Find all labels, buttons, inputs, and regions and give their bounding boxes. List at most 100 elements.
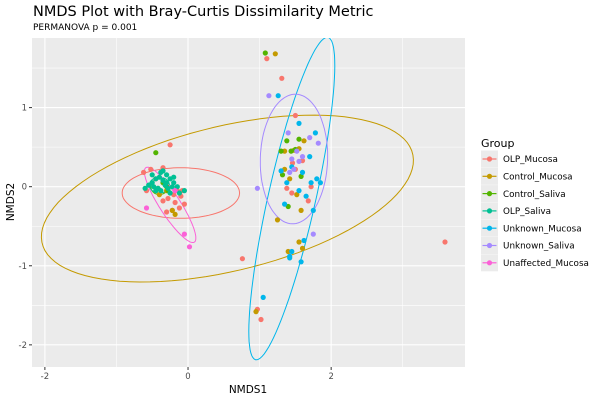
data-point	[291, 166, 297, 172]
y-tick-label: 0	[22, 183, 27, 193]
y-tick-label: -2	[19, 341, 27, 351]
ellipse-unknown-saliva	[259, 93, 329, 225]
legend-label: Control_Saliva	[503, 190, 566, 200]
data-point	[289, 248, 295, 255]
data-point	[310, 207, 316, 213]
ellipse-unaffected-mucosa	[143, 166, 197, 243]
data-point	[176, 205, 182, 211]
legend-label: Unknown_Saliva	[503, 242, 575, 252]
data-point	[274, 217, 281, 223]
data-point	[303, 193, 309, 199]
legend-item: Control_Saliva	[481, 185, 566, 203]
legend-item: OLP_Mucosa	[481, 150, 558, 168]
data-point	[294, 148, 300, 154]
legend-item: Unknown_Mucosa	[481, 219, 582, 237]
data-point	[172, 211, 178, 217]
data-point	[317, 180, 323, 186]
data-point	[186, 244, 193, 250]
x-tick-label: 2	[328, 372, 333, 382]
ellipse-control-mucosa	[40, 114, 414, 283]
data-point	[151, 184, 157, 190]
data-point	[305, 198, 311, 204]
data-point	[298, 173, 304, 179]
series-olp-saliva	[142, 168, 187, 196]
data-point	[310, 231, 316, 237]
data-point	[298, 207, 304, 213]
y-axis-ticks: -2 -1 0 1	[19, 104, 32, 351]
data-point	[289, 160, 296, 166]
x-tick-label: -2	[41, 372, 49, 382]
data-point	[275, 93, 281, 99]
plot-panel	[32, 38, 465, 367]
legend-point-icon	[486, 260, 493, 266]
data-point	[299, 245, 306, 251]
y-tick-label: -1	[19, 262, 27, 272]
legend-point-icon	[486, 173, 493, 179]
major-gridlines	[32, 38, 465, 367]
data-point	[167, 142, 173, 148]
chart-title: NMDS Plot with Bray-Curtis Dissimilarity…	[33, 4, 374, 20]
data-point	[142, 185, 148, 191]
data-point	[289, 156, 295, 162]
data-point	[296, 158, 302, 164]
data-points	[141, 50, 448, 323]
data-point	[284, 138, 290, 144]
data-point	[294, 192, 300, 198]
data-point	[239, 256, 245, 262]
legend-label: OLP_Saliva	[503, 207, 551, 217]
x-axis-ticks: -2 0 2	[41, 367, 334, 382]
data-point	[314, 176, 320, 182]
data-point	[278, 148, 284, 154]
data-point	[167, 190, 173, 196]
data-point	[164, 209, 170, 215]
data-point	[181, 201, 187, 207]
data-point	[282, 201, 288, 207]
data-point	[141, 169, 147, 175]
data-point	[158, 188, 164, 194]
chart-subtitle: PERMANOVA p = 0.001	[33, 23, 137, 33]
data-point	[296, 136, 302, 142]
data-point	[301, 138, 307, 144]
series-unknown-mucosa	[260, 93, 323, 300]
data-point	[442, 239, 448, 245]
data-point	[264, 56, 270, 62]
ellipse-olp-mucosa	[121, 167, 241, 219]
data-point	[285, 248, 291, 255]
data-point	[153, 150, 159, 156]
data-point	[253, 309, 259, 315]
data-point	[171, 174, 177, 180]
data-point	[169, 184, 175, 190]
data-point	[296, 188, 302, 194]
data-point	[262, 50, 268, 56]
data-point	[287, 253, 293, 259]
data-point	[172, 199, 178, 206]
legend-item: Unknown_Saliva	[481, 237, 575, 254]
legend-point-icon	[486, 156, 493, 162]
legend-label: Control_Mucosa	[503, 173, 573, 183]
data-point	[181, 231, 187, 237]
ellipse-unknown-mucosa	[248, 38, 336, 361]
data-point	[301, 237, 307, 244]
legend-item: Unaffected_Mucosa	[481, 254, 589, 272]
legend-point-icon	[486, 225, 493, 231]
data-point	[279, 75, 285, 81]
data-point	[153, 188, 159, 194]
data-point	[165, 185, 171, 191]
data-point	[299, 154, 306, 160]
data-point	[148, 166, 154, 172]
data-point	[285, 130, 291, 136]
data-point	[172, 188, 178, 194]
data-point	[292, 112, 298, 119]
x-tick-label: 0	[185, 372, 190, 382]
data-point	[143, 205, 150, 211]
data-point	[164, 172, 170, 178]
data-point	[308, 184, 314, 190]
data-point	[279, 172, 286, 178]
data-point	[266, 93, 272, 99]
data-point	[288, 148, 294, 154]
data-point	[299, 169, 306, 175]
data-point	[149, 172, 155, 178]
data-point	[254, 185, 260, 191]
y-axis-label: NMDS2	[5, 183, 17, 221]
